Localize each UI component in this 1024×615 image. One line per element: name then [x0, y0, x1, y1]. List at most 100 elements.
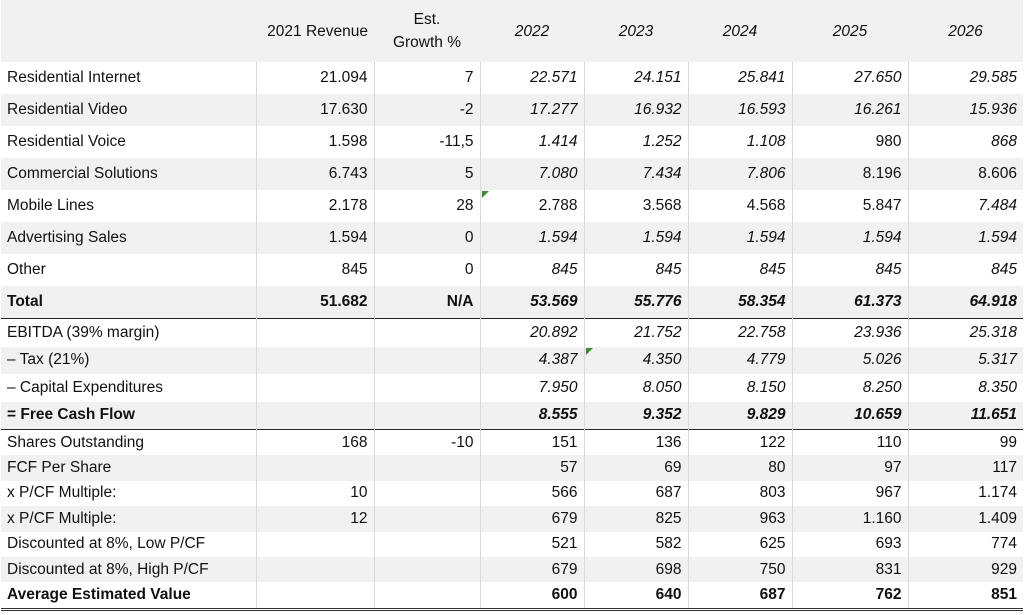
year-cell-value: 4.350	[642, 351, 682, 369]
year-cell: 1.160	[792, 506, 909, 532]
year-cell: 5.847	[792, 190, 909, 222]
growth-cell: 28	[374, 190, 481, 222]
year-cell: 25.318	[908, 318, 1023, 347]
year-cell: 967	[792, 480, 909, 507]
year-cell: 80	[688, 455, 793, 481]
year-cell: 27.650	[792, 62, 909, 94]
year-cell: 22.758	[688, 318, 793, 347]
year-cell: 55.776	[584, 286, 689, 319]
row-label: Residential Voice	[1, 126, 257, 158]
year-cell: 625	[688, 531, 793, 557]
rev-2021-cell: 1.594	[256, 222, 375, 254]
year-cell: 4.350	[584, 346, 689, 374]
row-label: Residential Internet	[1, 62, 257, 94]
revenue-row-total: Total 51.682 N/A 53.569 55.776 58.354 61…	[1, 286, 1023, 319]
year-cell: 22.571	[480, 62, 585, 94]
row-label: Mobile Lines	[1, 190, 257, 222]
rev-2021-cell: 845	[256, 254, 375, 286]
empty-cell	[374, 346, 481, 374]
rev-2021-cell: 17.630	[256, 94, 375, 126]
rev-2021-cell: 10	[256, 480, 375, 507]
year-cell: 2.788	[480, 190, 585, 222]
rev-2021-cell	[256, 556, 375, 583]
year-cell: 679	[480, 506, 585, 532]
year-cell: 4.387	[480, 346, 585, 374]
header-2021-revenue: 2021 Revenue	[256, 0, 374, 62]
row-label: FCF Per Share	[1, 455, 257, 481]
year-cell: 16.932	[584, 94, 689, 126]
year-cell: 750	[688, 556, 793, 583]
year-cell: 136	[584, 429, 689, 456]
row-label: x P/CF Multiple:	[1, 506, 257, 532]
year-cell: 16.593	[688, 94, 793, 126]
share-row-shares-outstanding: Shares Outstanding 168 -10 151 136 122 1…	[1, 429, 1023, 456]
header-growth-line2: Growth %	[392, 34, 462, 51]
row-label: Advertising Sales	[1, 222, 257, 254]
year-cell: 151	[480, 429, 585, 456]
row-label: Discounted at 8%, High P/CF	[1, 556, 257, 583]
growth-cell	[374, 506, 481, 532]
share-row-discounted-low: Discounted at 8%, Low P/CF 521 582 625 6…	[1, 531, 1023, 557]
year-cell: 20.892	[480, 318, 585, 347]
year-cell: 97	[792, 455, 909, 481]
year-cell: 803	[688, 480, 793, 507]
revenue-row-residential-voice: Residential Voice 1.598 -11,5 1.414 1.25…	[1, 126, 1023, 158]
year-cell: 7.434	[584, 158, 689, 190]
year-cell: 21.752	[584, 318, 689, 347]
year-cell: 1.594	[480, 222, 585, 254]
share-row-pcf-multiple-low: x P/CF Multiple: 10 566 687 803 967 1.17…	[1, 480, 1023, 507]
year-cell: 845	[991, 261, 1017, 278]
growth-cell	[374, 455, 481, 481]
year-cell: 24.151	[584, 62, 689, 94]
rev-2021-cell	[256, 531, 375, 557]
year-cell: 4.568	[688, 190, 793, 222]
year-cell: 8.196	[792, 158, 909, 190]
year-cell: 8.150	[688, 374, 793, 402]
empty-cell	[374, 318, 481, 347]
growth-cell	[374, 531, 481, 557]
year-cell: 5.026	[792, 346, 909, 374]
growth-cell: N/A	[374, 286, 481, 319]
year-cell: 687	[688, 582, 793, 611]
row-label: = Free Cash Flow	[1, 401, 257, 430]
rev-2021-cell: 168	[256, 429, 375, 456]
year-cell: 831	[792, 556, 909, 583]
share-row-fcf-per-share: FCF Per Share 57 69 80 97 117	[1, 455, 1023, 481]
header-year: 2025	[792, 0, 908, 62]
year-cell: 687	[584, 480, 689, 507]
growth-cell: 5	[374, 158, 481, 190]
row-label: Average Estimated Value	[1, 582, 257, 611]
year-cell: 679	[480, 556, 585, 583]
row-label: Shares Outstanding	[1, 429, 257, 456]
year-cell: 61.373	[792, 286, 909, 319]
year-cell: 566	[480, 480, 585, 507]
header-year: 2026	[908, 0, 1023, 62]
comment-flag-icon[interactable]	[585, 347, 593, 355]
year-cell: 845	[584, 254, 689, 286]
year-cell: 1.252	[584, 126, 689, 158]
header-year: 2024	[688, 0, 792, 62]
revenue-row-residential-video: Residential Video 17.630 -2 17.277 16.93…	[1, 94, 1023, 126]
year-cell: 29.585	[969, 69, 1017, 86]
cashflow-row-tax: – Tax (21%) 4.387 4.350 4.779 5.026 5.31…	[1, 346, 1023, 374]
year-cell: 7.080	[480, 158, 585, 190]
row-label: – Tax (21%)	[1, 346, 257, 374]
year-cell: 16.261	[792, 94, 909, 126]
year-cell: 11.651	[908, 401, 1023, 430]
year-cell: 9.352	[584, 401, 689, 430]
rev-2021-cell: 51.682	[256, 286, 375, 319]
year-cell: 7.806	[688, 158, 793, 190]
year-cell: 7.950	[480, 374, 585, 402]
empty-cell	[374, 401, 481, 430]
growth-cell	[374, 480, 481, 507]
year-cell: 53.569	[480, 286, 585, 319]
year-cell: 5.317	[908, 346, 1023, 374]
comment-flag-icon[interactable]	[481, 191, 489, 198]
year-cell: 1.594	[584, 222, 689, 254]
cashflow-row-ebitda: EBITDA (39% margin) 20.892 21.752 22.758…	[1, 318, 1023, 347]
year-cell: 15.936	[908, 94, 1023, 126]
year-cell: 58.354	[688, 286, 793, 319]
header-year: 2023	[584, 0, 688, 62]
year-cell: 698	[584, 556, 689, 583]
revenue-row-other: Other 845 0 845 845 845 845 845	[1, 254, 1023, 286]
